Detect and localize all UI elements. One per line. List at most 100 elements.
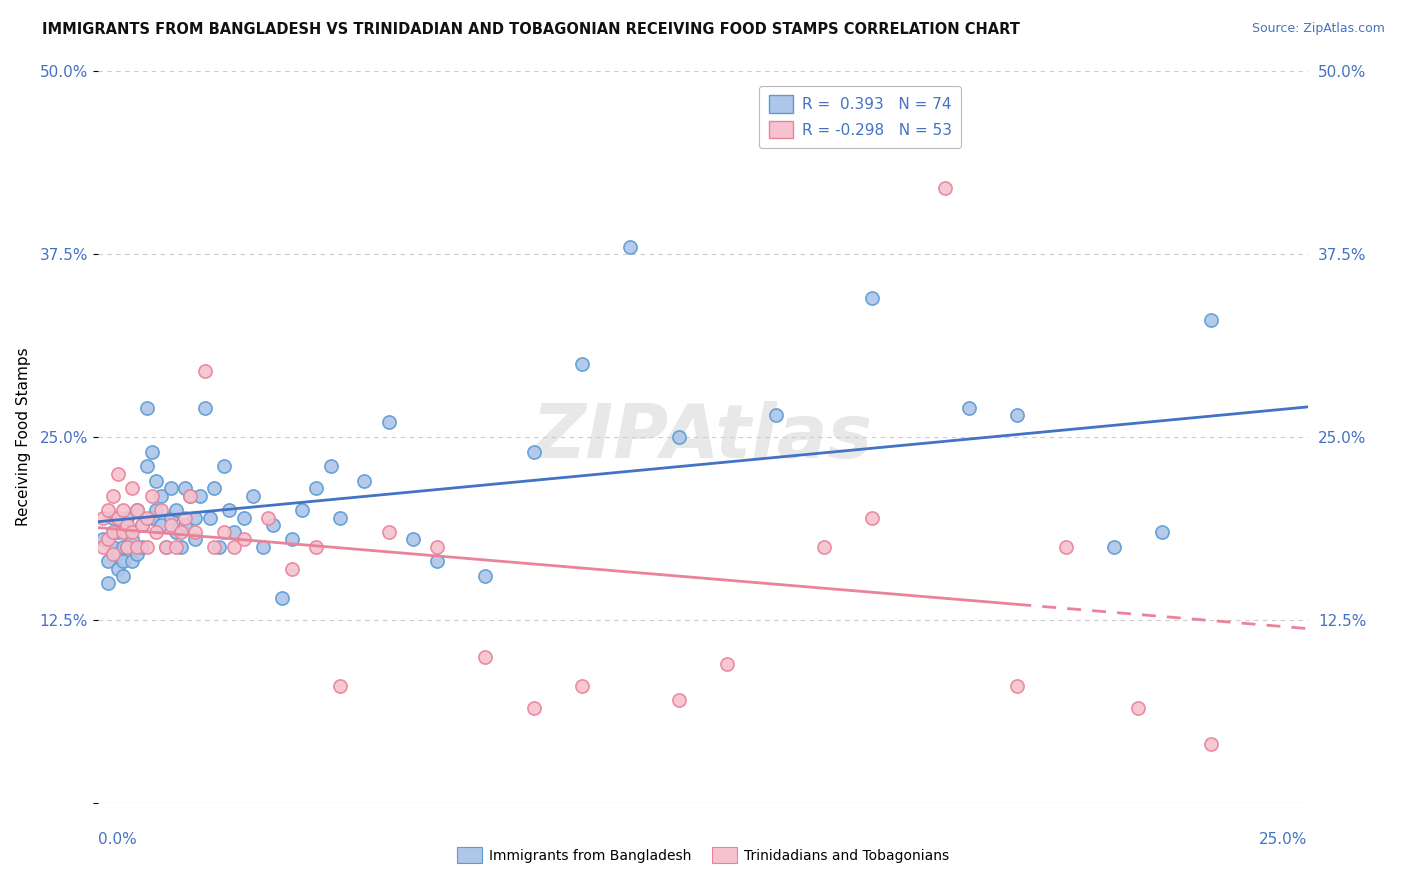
- Text: ZIPAtlas: ZIPAtlas: [533, 401, 873, 474]
- Point: [1007, 679, 1029, 693]
- Point: [121, 554, 143, 568]
- Point: [813, 540, 835, 554]
- Point: [141, 510, 163, 524]
- Point: [121, 525, 143, 540]
- Point: [232, 533, 254, 547]
- Point: [716, 657, 738, 671]
- Point: [91, 540, 114, 554]
- Point: [145, 474, 167, 488]
- Point: [523, 444, 546, 458]
- Point: [290, 503, 312, 517]
- Point: [135, 401, 157, 415]
- Point: [169, 540, 191, 554]
- Point: [426, 554, 449, 568]
- Text: 25.0%: 25.0%: [1260, 832, 1308, 847]
- Point: [1102, 540, 1125, 554]
- Point: [107, 562, 129, 576]
- Point: [101, 547, 124, 561]
- Point: [101, 540, 124, 554]
- Point: [117, 525, 139, 540]
- Point: [208, 540, 231, 554]
- Point: [198, 510, 221, 524]
- Point: [212, 525, 235, 540]
- Point: [319, 459, 342, 474]
- Point: [135, 459, 157, 474]
- Point: [184, 525, 207, 540]
- Point: [184, 510, 207, 524]
- Point: [107, 510, 129, 524]
- Point: [353, 474, 375, 488]
- Point: [97, 533, 120, 547]
- Point: [174, 517, 197, 532]
- Point: [150, 489, 173, 503]
- Point: [204, 481, 226, 495]
- Point: [329, 510, 352, 524]
- Point: [262, 517, 284, 532]
- Point: [212, 459, 235, 474]
- Point: [160, 481, 183, 495]
- Point: [305, 481, 328, 495]
- Point: [160, 510, 183, 524]
- Point: [232, 510, 254, 524]
- Point: [179, 489, 201, 503]
- Legend: Immigrants from Bangladesh, Trinidadians and Tobagonians: Immigrants from Bangladesh, Trinidadians…: [451, 842, 955, 869]
- Point: [141, 489, 163, 503]
- Point: [252, 540, 274, 554]
- Point: [281, 533, 304, 547]
- Point: [1199, 737, 1222, 751]
- Point: [765, 408, 787, 422]
- Point: [97, 503, 120, 517]
- Point: [121, 533, 143, 547]
- Point: [218, 503, 240, 517]
- Point: [150, 517, 173, 532]
- Point: [329, 679, 352, 693]
- Point: [271, 591, 294, 605]
- Point: [222, 525, 245, 540]
- Point: [474, 569, 496, 583]
- Point: [668, 430, 690, 444]
- Point: [174, 481, 197, 495]
- Point: [160, 517, 183, 532]
- Point: [117, 517, 139, 532]
- Point: [165, 540, 187, 554]
- Point: [1199, 313, 1222, 327]
- Point: [97, 554, 120, 568]
- Point: [1128, 700, 1150, 714]
- Point: [111, 503, 134, 517]
- Point: [1152, 525, 1174, 540]
- Point: [169, 525, 191, 540]
- Point: [957, 401, 980, 415]
- Point: [571, 357, 593, 371]
- Y-axis label: Receiving Food Stamps: Receiving Food Stamps: [17, 348, 31, 526]
- Point: [184, 533, 207, 547]
- Point: [141, 444, 163, 458]
- Point: [101, 525, 124, 540]
- Point: [188, 489, 211, 503]
- Point: [117, 510, 139, 524]
- Point: [111, 525, 134, 540]
- Point: [107, 467, 129, 481]
- Point: [107, 547, 129, 561]
- Point: [131, 517, 153, 532]
- Point: [135, 540, 157, 554]
- Point: [242, 489, 264, 503]
- Point: [377, 416, 399, 430]
- Point: [127, 540, 149, 554]
- Point: [222, 540, 245, 554]
- Point: [1054, 540, 1077, 554]
- Point: [131, 517, 153, 532]
- Point: [194, 364, 217, 378]
- Point: [131, 540, 153, 554]
- Point: [179, 489, 201, 503]
- Point: [145, 503, 167, 517]
- Point: [127, 503, 149, 517]
- Point: [150, 503, 173, 517]
- Point: [377, 525, 399, 540]
- Text: IMMIGRANTS FROM BANGLADESH VS TRINIDADIAN AND TOBAGONIAN RECEIVING FOOD STAMPS C: IMMIGRANTS FROM BANGLADESH VS TRINIDADIA…: [42, 22, 1021, 37]
- Point: [97, 576, 120, 591]
- Point: [121, 481, 143, 495]
- Point: [402, 533, 425, 547]
- Point: [523, 700, 546, 714]
- Point: [111, 540, 134, 554]
- Point: [194, 401, 217, 415]
